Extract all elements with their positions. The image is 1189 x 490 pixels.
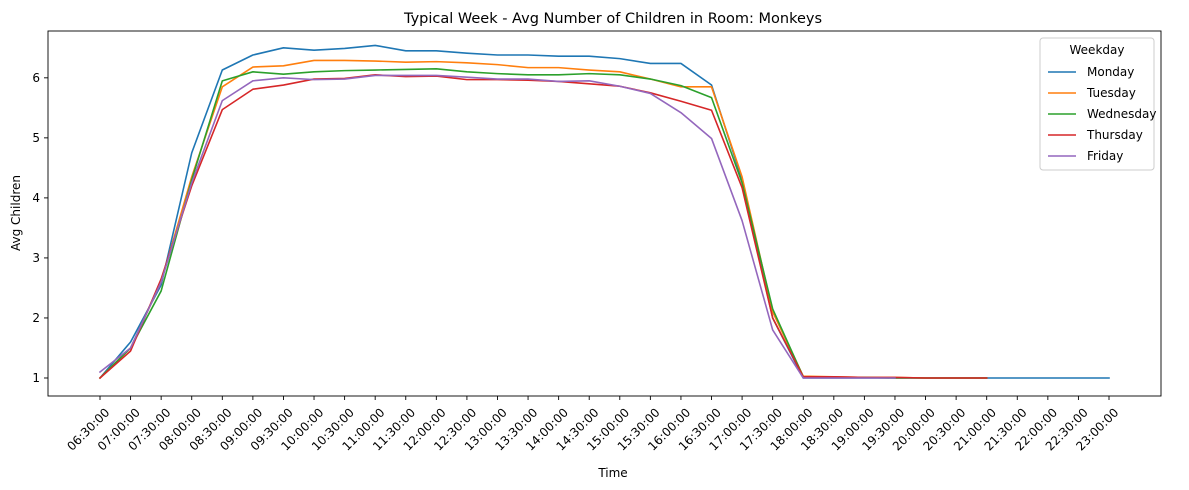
y-tick-label: 2	[32, 311, 40, 325]
y-tick-label: 4	[32, 191, 40, 205]
y-tick-label: 5	[32, 131, 40, 145]
y-tick-label: 3	[32, 251, 40, 265]
legend-label-monday: Monday	[1087, 65, 1134, 79]
plot-area	[47, 30, 1162, 397]
y-axis-label: Avg Children	[9, 175, 23, 251]
legend-label-thursday: Thursday	[1086, 128, 1143, 142]
x-axis-label: Time	[597, 466, 627, 480]
legend-label-tuesday: Tuesday	[1086, 86, 1136, 100]
series-line-friday	[98, 74, 896, 379]
legend-label-friday: Friday	[1087, 149, 1123, 163]
axes-frame	[47, 30, 1162, 397]
legend-title: Weekday	[1070, 43, 1125, 57]
y-tick-label: 1	[32, 371, 40, 385]
legend: Weekday Monday Tuesday Wednesday Thursday Fr…	[1039, 37, 1156, 171]
y-axis: 1 2 3 4 5 6	[32, 71, 48, 385]
legend-box	[1039, 37, 1155, 171]
y-tick-label: 6	[32, 71, 40, 85]
series-layer	[98, 44, 1110, 380]
chart-title: Typical Week - Avg Number of Children in…	[403, 11, 822, 27]
legend-label-wednesday: Wednesday	[1087, 107, 1156, 121]
legend-items: Monday Tuesday Wednesday Thursday Friday	[1048, 65, 1156, 163]
